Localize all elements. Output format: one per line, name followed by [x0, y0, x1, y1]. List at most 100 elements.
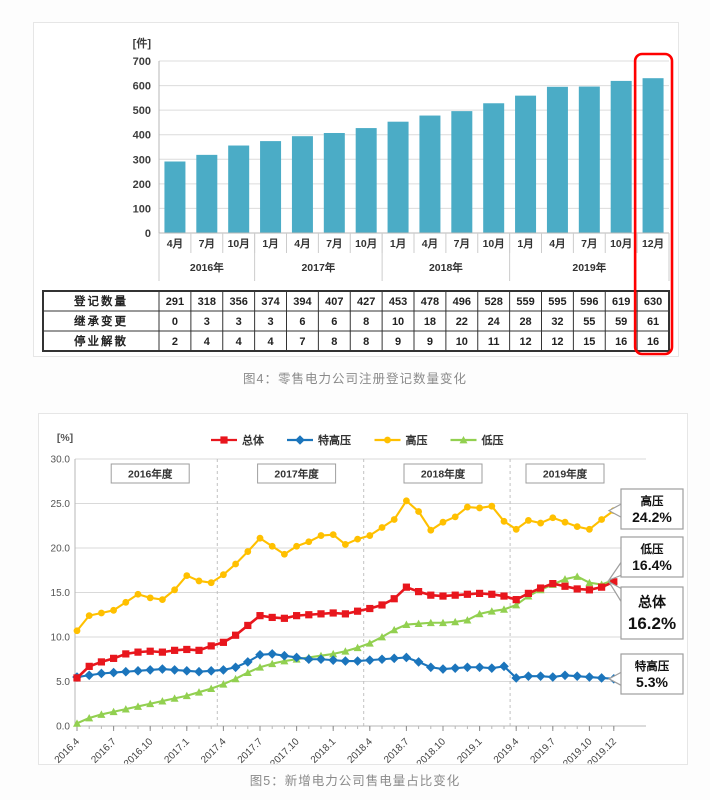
y-axis-unit: [%]: [57, 432, 73, 444]
table-cell: 4: [236, 336, 243, 348]
bar-column-0: [164, 161, 186, 233]
table-cell: 61: [647, 316, 659, 328]
y-tick-label: 0.0: [56, 722, 70, 733]
callout-value: 24.2%: [632, 509, 672, 525]
table-cell: 407: [325, 296, 343, 308]
x-tick-label: 2019.4: [492, 736, 522, 764]
month-label: 7月: [454, 238, 470, 250]
figure5-line-chart: [%] 0.0 5.0 10.0 15.0 20.0 25.0 30.0 2016年度 2017年…: [51, 432, 684, 770]
y-tick-label: 25.0: [51, 499, 71, 510]
legend-label-uhv: 特高压: [318, 433, 351, 447]
bar-column-11: [515, 95, 537, 233]
bar-column-6: [355, 128, 377, 233]
bar-series: [164, 78, 664, 234]
table-cell: 630: [644, 296, 662, 308]
bar-column-2: [228, 145, 250, 233]
y-tick-label: 600: [133, 81, 151, 93]
callout-value: 5.3%: [636, 674, 668, 690]
figure4-panel: 0 100 200 300 400 500 600 700 [件] 4月 7月 10月 1月 4月 7月 10…: [33, 22, 679, 357]
table-cell: 356: [230, 296, 248, 308]
table-cell: 18: [424, 316, 436, 328]
callout-label: 总体: [638, 594, 667, 610]
table-row-label: 停业解散: [74, 334, 128, 348]
bar-column-13: [578, 86, 600, 233]
table-cell: 6: [299, 316, 305, 328]
table-cell: 291: [166, 296, 184, 308]
callout-box: [620, 653, 684, 695]
y-axis-unit: [件]: [133, 36, 152, 50]
x-tick-label: 2019.1: [455, 736, 485, 764]
callout-pointer: [607, 559, 623, 582]
month-label: 7月: [199, 238, 215, 250]
y-tick-label: 200: [133, 179, 151, 191]
x-tick-label: 2018.7: [382, 736, 412, 764]
month-label: 10月: [483, 238, 505, 250]
table-cell: 28: [519, 316, 531, 328]
table-cell: 55: [583, 316, 595, 328]
table-cell: 16: [615, 336, 627, 348]
table-cell: 496: [453, 296, 471, 308]
y-tick-label: 100: [133, 203, 151, 215]
callout-box: [620, 488, 684, 530]
table-cell: 12: [551, 336, 563, 348]
figure5-caption: 图5：新增电力公司售电量占比变化: [249, 774, 461, 788]
table-cell: 8: [363, 316, 369, 328]
month-label: 4月: [167, 238, 183, 250]
table-cell: 9: [427, 336, 433, 348]
x-tick-label: 2017.1: [163, 736, 193, 764]
table-cell: 318: [198, 296, 216, 308]
callout-box: [620, 536, 684, 578]
table-cell: 32: [551, 316, 563, 328]
x-tick-label: 2018.4: [346, 736, 376, 764]
table-cell: 528: [485, 296, 503, 308]
x-tick-label: 2016.10: [122, 736, 156, 764]
legend: 总体 特高压 高压 低压: [211, 433, 504, 447]
callout-label: 特高压: [635, 659, 670, 673]
fiscal-year-box: [403, 463, 483, 484]
table-cell: 7: [299, 336, 305, 348]
table-cell: 2: [172, 336, 178, 348]
highlight-box-december: [633, 52, 674, 356]
figure5-panel: [%] 0.0 5.0 10.0 15.0 20.0 25.0 30.0 2016年度 2017年…: [38, 413, 688, 770]
month-label: 7月: [326, 238, 342, 250]
legend-label-total: 总体: [242, 433, 265, 447]
series-hv: [73, 497, 618, 635]
bar-column-10: [483, 103, 505, 234]
month-label: 10月: [228, 238, 250, 250]
legend-label-lv: 低压: [481, 433, 504, 447]
y-tick-label: 500: [133, 105, 151, 117]
x-tick-label: 2017.10: [268, 736, 302, 764]
table-cell: 12: [519, 336, 531, 348]
table-cell: 15: [583, 336, 595, 348]
month-label: 10月: [610, 238, 632, 250]
table-cell: 559: [516, 296, 534, 308]
table-cell: 478: [421, 296, 439, 308]
table-cell: 619: [612, 296, 630, 308]
bar-column-7: [387, 121, 409, 233]
month-label: 1月: [517, 238, 533, 250]
table-cell: 595: [548, 296, 566, 308]
bar-column-5: [323, 132, 345, 233]
bar-column-15: [642, 78, 664, 233]
year-label: 2017年: [301, 261, 335, 274]
month-label: 1月: [390, 238, 406, 250]
registration-table: 登记数量 291 318 356 374 394 407 427 453 478 496 528 559…: [42, 290, 670, 352]
callout-value: 16.2%: [628, 614, 676, 633]
y-tick-label: 400: [133, 130, 151, 142]
y-tick-label: 15.0: [51, 588, 71, 599]
series-lv: [73, 572, 618, 727]
table-row-label: 继承变更: [74, 314, 128, 328]
callout-label: 低压: [640, 542, 664, 556]
callout-box: [620, 586, 684, 640]
x-tick-label: 2019.7: [529, 736, 559, 764]
bar-column-4: [291, 136, 313, 233]
x-tick-label: 2018.1: [309, 736, 339, 764]
bar-column-1: [196, 154, 218, 233]
table-cell: 3: [204, 316, 210, 328]
callout-total: 总体 16.2%: [607, 580, 684, 640]
y-tick-label: 0: [145, 228, 151, 240]
table-cell: 374: [261, 296, 280, 308]
